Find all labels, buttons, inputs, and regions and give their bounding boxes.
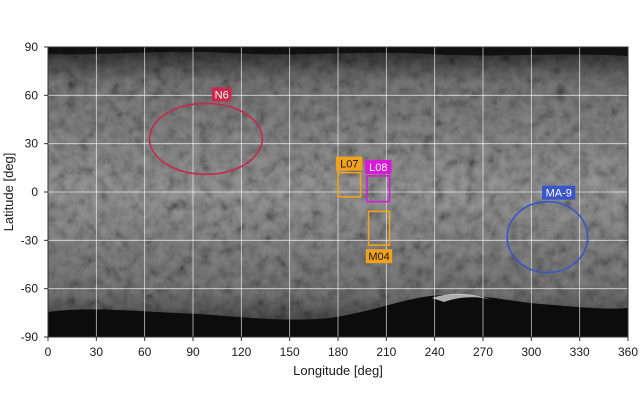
region-overlays: N6 L07 L08 M04 MA-9 [148,87,589,274]
x-tick-label: 60 [138,345,152,359]
region-ma-9-label-box [542,185,576,200]
y-tick-label: 30 [25,137,39,151]
y-tick-label: 90 [25,40,39,54]
region-n6-label-box [211,87,232,102]
y-tick-label: -30 [21,233,39,247]
region-m04[interactable]: M04 [365,210,393,264]
y-tick-label: -90 [21,330,39,344]
map-grid [48,47,628,337]
x-tick-label: 270 [473,345,493,359]
region-l08[interactable]: L08 [365,159,392,203]
x-tick-label: 300 [521,345,541,359]
region-n6[interactable]: N6 [148,87,264,176]
region-l07-outline [337,171,362,198]
x-tick-label: 330 [570,345,590,359]
y-tick-label: 60 [25,88,39,102]
x-axis-title: Longitude [deg] [293,363,383,378]
x-tick-label: 360 [618,345,638,359]
region-ma-9-label: MA-9 [546,188,572,200]
x-tick-label: 210 [376,345,396,359]
region-n6-label: N6 [215,89,229,101]
region-l07-label: L07 [340,159,358,171]
south-ridge-highlight [432,293,492,302]
x-tick-label: 30 [90,345,104,359]
region-m04-label-box [365,249,393,264]
x-tick-label: 90 [186,345,200,359]
region-ma-9-outline [506,200,589,274]
region-l08-outline [366,175,391,203]
x-tick-labels: 0 30 60 90 120 150 180 210 240 270 300 330 360 [45,337,638,359]
region-l07-label-box [336,156,363,171]
region-n6-outline [148,102,264,176]
y-axis-title: Latitude [deg] [1,153,16,232]
region-l08-label-box [365,159,392,174]
region-l07[interactable]: L07 [336,156,363,198]
y-tick-label: -60 [21,282,39,296]
x-tick-label: 0 [45,345,52,359]
x-tick-label: 240 [425,345,445,359]
region-l08-label: L08 [369,162,387,174]
region-m04-outline [367,210,391,246]
x-tick-label: 180 [328,345,348,359]
x-tick-label: 150 [280,345,300,359]
x-tick-label: 120 [231,345,251,359]
region-m04-label: M04 [368,251,389,263]
y-tick-labels: 90 60 30 0 -30 -60 -90 [21,40,48,344]
region-ma-9[interactable]: MA-9 [506,185,589,274]
y-tick-label: 0 [31,185,38,199]
